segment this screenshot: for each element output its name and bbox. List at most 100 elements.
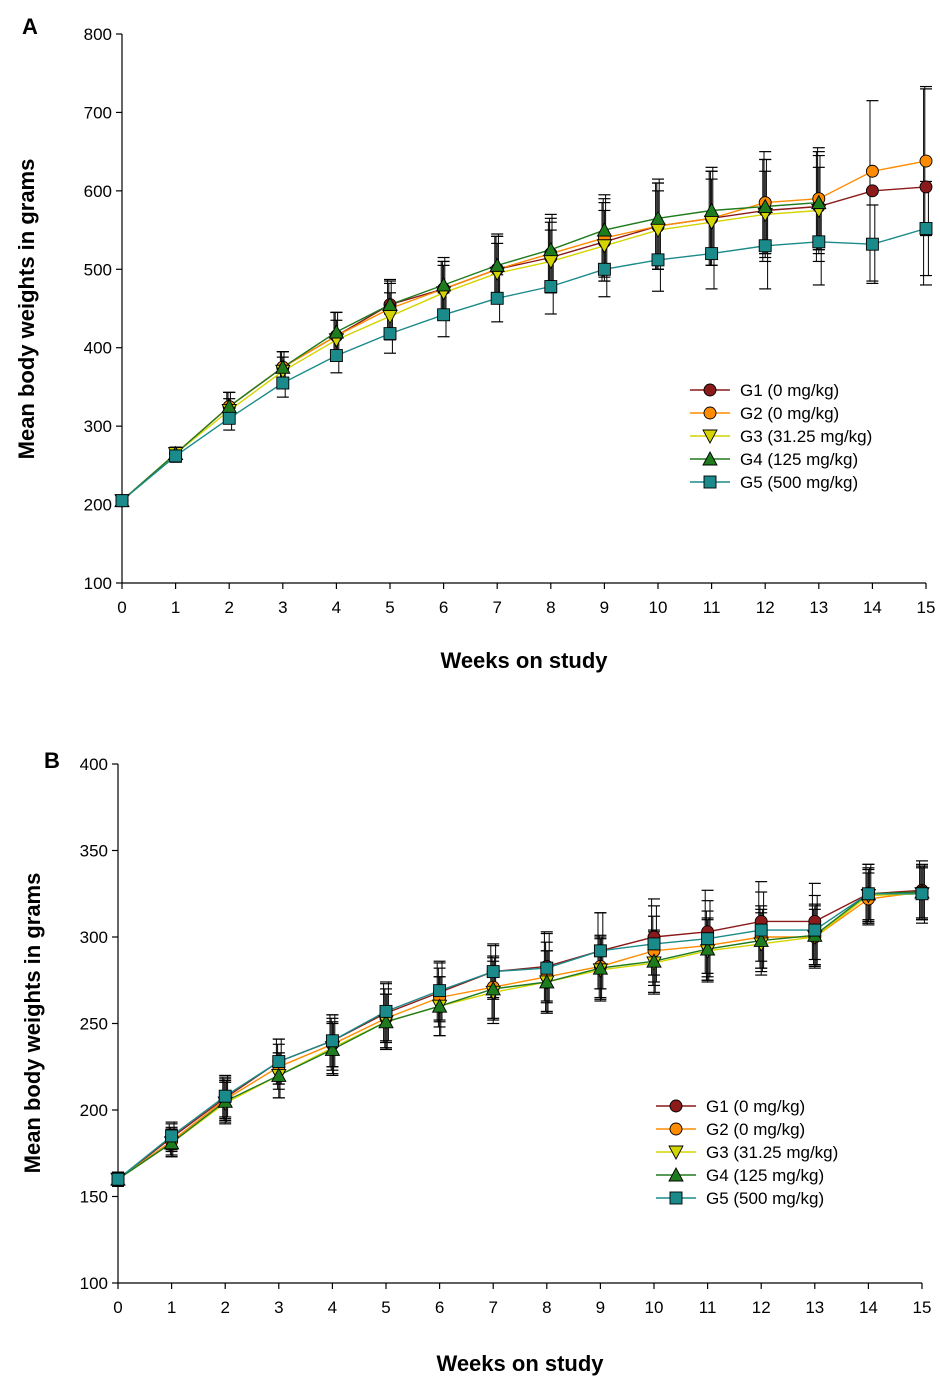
x-axis-title: Weeks on study	[436, 1351, 604, 1376]
legend-label: G3 (31.25 mg/kg)	[740, 427, 872, 446]
data-point	[379, 1004, 393, 1018]
x-tick-label: 6	[439, 598, 448, 617]
data-point	[271, 1067, 287, 1082]
x-axis-title: Weeks on study	[440, 648, 608, 673]
error-bars-3	[112, 867, 928, 1187]
legend-marker	[669, 1191, 683, 1205]
legend-marker	[703, 475, 717, 489]
x-tick-label: 0	[117, 598, 126, 617]
legend-marker	[702, 429, 718, 444]
data-point	[705, 247, 719, 261]
data-point	[808, 923, 822, 937]
data-point	[325, 1034, 339, 1048]
series-line-3	[117, 893, 923, 1180]
data-point	[758, 239, 772, 253]
data-point	[272, 1055, 286, 1069]
legend-label: G2 (0 mg/kg)	[740, 404, 839, 423]
data-point	[757, 198, 773, 213]
x-tick-label: 5	[385, 598, 394, 617]
x-tick-label: 5	[381, 1298, 390, 1317]
x-tick-label: 4	[332, 598, 341, 617]
data-point	[596, 239, 613, 254]
data-point	[865, 237, 879, 251]
y-tick-label: 350	[80, 842, 108, 861]
x-tick-label: 10	[645, 1298, 664, 1317]
x-tick-label: 15	[913, 1298, 932, 1317]
x-tick-label: 2	[224, 598, 233, 617]
series-line-3	[121, 209, 819, 502]
x-tick-label: 9	[596, 1298, 605, 1317]
data-point	[165, 1129, 179, 1143]
legend-marker	[669, 1099, 683, 1113]
x-tick-label: 1	[171, 598, 180, 617]
data-point	[650, 210, 666, 225]
y-tick-label: 700	[84, 103, 112, 122]
x-tick-label: 7	[488, 1298, 497, 1317]
data-point	[218, 1089, 232, 1103]
series-markers-2	[111, 885, 929, 1186]
data-point	[540, 961, 554, 975]
data-point	[539, 974, 555, 989]
error-bars-3	[116, 166, 825, 506]
panel-label: A	[22, 14, 38, 39]
data-point	[646, 953, 662, 968]
legend-marker	[668, 1145, 684, 1160]
series-line-5	[121, 227, 927, 502]
data-point	[593, 944, 607, 958]
x-tick-label: 2	[220, 1298, 229, 1317]
legend-label: G5 (500 mg/kg)	[706, 1189, 824, 1208]
data-point	[490, 291, 504, 305]
legend-label: G4 (125 mg/kg)	[740, 450, 858, 469]
data-point	[378, 1013, 394, 1029]
legend-marker	[702, 451, 718, 466]
y-tick-label: 500	[84, 260, 112, 279]
data-point	[699, 941, 716, 956]
data-point	[597, 262, 611, 276]
legend-label: G4 (125 mg/kg)	[706, 1166, 824, 1185]
error-bars-4	[116, 154, 825, 506]
x-tick-label: 14	[859, 1298, 878, 1317]
data-point	[919, 222, 933, 235]
legend: G1 (0 mg/kg) G2 (0 mg/kg) G3 (31.25 mg/kg)…	[656, 1097, 838, 1208]
data-point	[329, 349, 343, 363]
legend-label: G2 (0 mg/kg)	[706, 1120, 805, 1139]
y-tick-label: 200	[80, 1101, 108, 1120]
legend-marker	[669, 1122, 683, 1136]
data-point	[543, 241, 559, 257]
data-point	[435, 277, 452, 292]
y-tick-label: 200	[84, 496, 112, 515]
data-point	[647, 937, 661, 951]
data-point	[382, 309, 398, 325]
x-tick-label: 0	[113, 1298, 122, 1317]
data-point	[485, 980, 501, 996]
data-point	[486, 965, 500, 979]
x-tick-label: 13	[809, 598, 828, 617]
y-tick-label: 400	[84, 339, 112, 358]
y-axis-title: Mean body weights in grams	[14, 159, 39, 460]
data-point	[754, 923, 768, 937]
data-point	[169, 449, 183, 463]
series-line-2	[117, 891, 923, 1180]
y-tick-label: 300	[84, 417, 112, 436]
data-point	[812, 235, 826, 249]
data-point	[915, 887, 929, 901]
x-tick-label: 10	[649, 598, 668, 617]
x-tick-label: 8	[546, 598, 555, 617]
data-point	[276, 376, 290, 390]
y-tick-label: 100	[84, 574, 112, 593]
data-point	[919, 154, 933, 168]
series-markers-5	[111, 887, 929, 1186]
legend-marker	[668, 1167, 684, 1182]
y-axis-title: Mean body weights in grams	[20, 873, 45, 1174]
data-point	[544, 280, 558, 293]
series-line-4	[121, 201, 819, 502]
x-tick-label: 15	[917, 598, 936, 617]
data-point	[596, 222, 613, 237]
data-point	[324, 1041, 341, 1056]
y-tick-label: 300	[80, 928, 108, 947]
legend-label: G3 (31.25 mg/kg)	[706, 1143, 838, 1162]
data-point	[115, 494, 129, 508]
